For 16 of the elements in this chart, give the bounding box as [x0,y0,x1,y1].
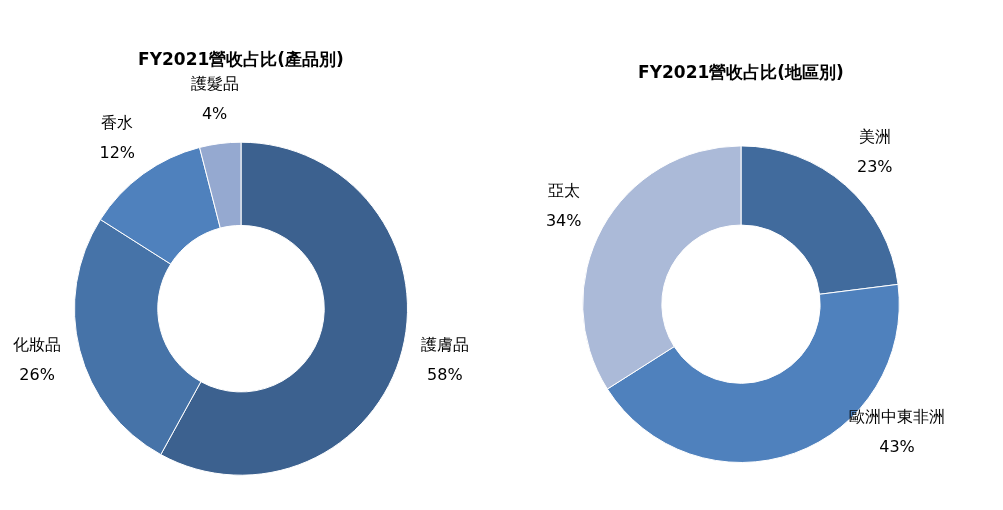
chart-title: FY2021營收占比(產品別) [138,48,344,69]
slice-label: 歐洲中東非洲 [849,407,945,427]
data-label: 34% [545,210,582,230]
data-label: 23% [857,156,893,176]
slice-label: 化妝品 [13,335,62,355]
data-label: 43% [879,437,915,457]
slice-label: 護膚品 [420,335,469,355]
data-label: 12% [99,142,136,162]
data-label: 26% [19,365,55,385]
data-label: 4% [201,104,228,124]
slice-label: 亞太 [547,180,580,200]
slice-label: 香水 [101,112,134,132]
slice-label: 護髮品 [190,74,239,94]
slice-label: 美洲 [858,126,891,146]
chart-title: FY2021營收占比(地區別) [638,61,844,82]
data-label: 58% [427,365,463,385]
